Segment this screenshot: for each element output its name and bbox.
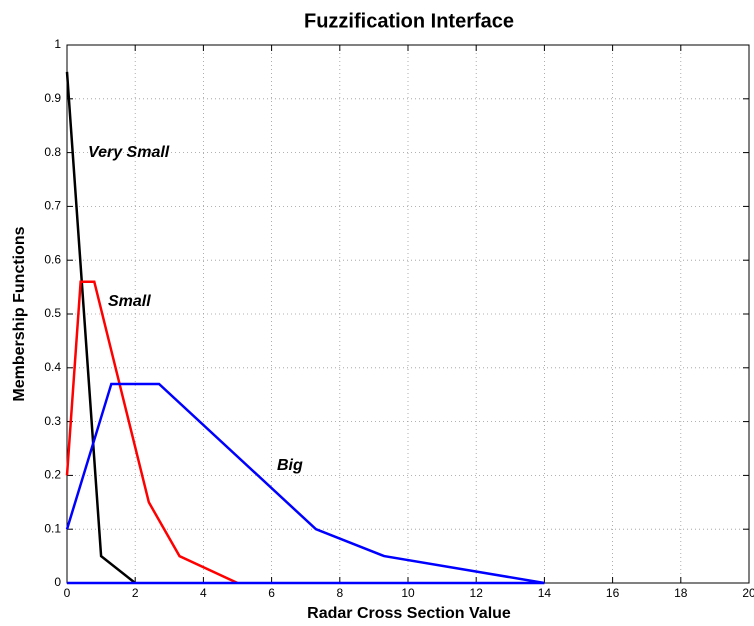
x-tick-label: 6 bbox=[268, 586, 275, 600]
x-tick-label: 2 bbox=[132, 586, 139, 600]
x-axis-label: Radar Cross Section Value bbox=[307, 605, 511, 622]
y-tick-label: 0.5 bbox=[44, 306, 61, 320]
y-tick-label: 0.1 bbox=[44, 521, 61, 535]
x-tick-label: 10 bbox=[401, 586, 415, 600]
annotation: Very Small bbox=[88, 144, 170, 161]
y-tick-label: 0.7 bbox=[44, 199, 61, 213]
annotation: Small bbox=[108, 293, 151, 310]
x-tick-label: 18 bbox=[674, 586, 688, 600]
y-tick-label: 0.4 bbox=[44, 360, 61, 374]
chart-title: Fuzzification Interface bbox=[304, 10, 514, 32]
series-line bbox=[65, 71, 136, 584]
x-tick-label: 16 bbox=[606, 586, 620, 600]
y-tick-label: 0.6 bbox=[44, 252, 61, 266]
y-tick-label: 0.3 bbox=[44, 414, 61, 428]
y-axis-label: Membership Functions bbox=[11, 226, 28, 401]
y-tick-label: 0 bbox=[54, 575, 61, 589]
annotation: Big bbox=[277, 457, 303, 474]
y-tick-label: 0.2 bbox=[44, 468, 61, 482]
x-tick-label: 12 bbox=[470, 586, 484, 600]
x-tick-label: 8 bbox=[336, 586, 343, 600]
series-line bbox=[65, 280, 239, 585]
y-tick-label: 1 bbox=[54, 37, 61, 51]
x-tick-label: 20 bbox=[742, 586, 754, 600]
series-line bbox=[65, 382, 545, 585]
x-tick-label: 4 bbox=[200, 586, 207, 600]
y-tick-label: 0.8 bbox=[44, 145, 61, 159]
x-tick-label: 14 bbox=[538, 586, 552, 600]
y-tick-label: 0.9 bbox=[44, 91, 61, 105]
x-tick-label: 0 bbox=[64, 586, 71, 600]
